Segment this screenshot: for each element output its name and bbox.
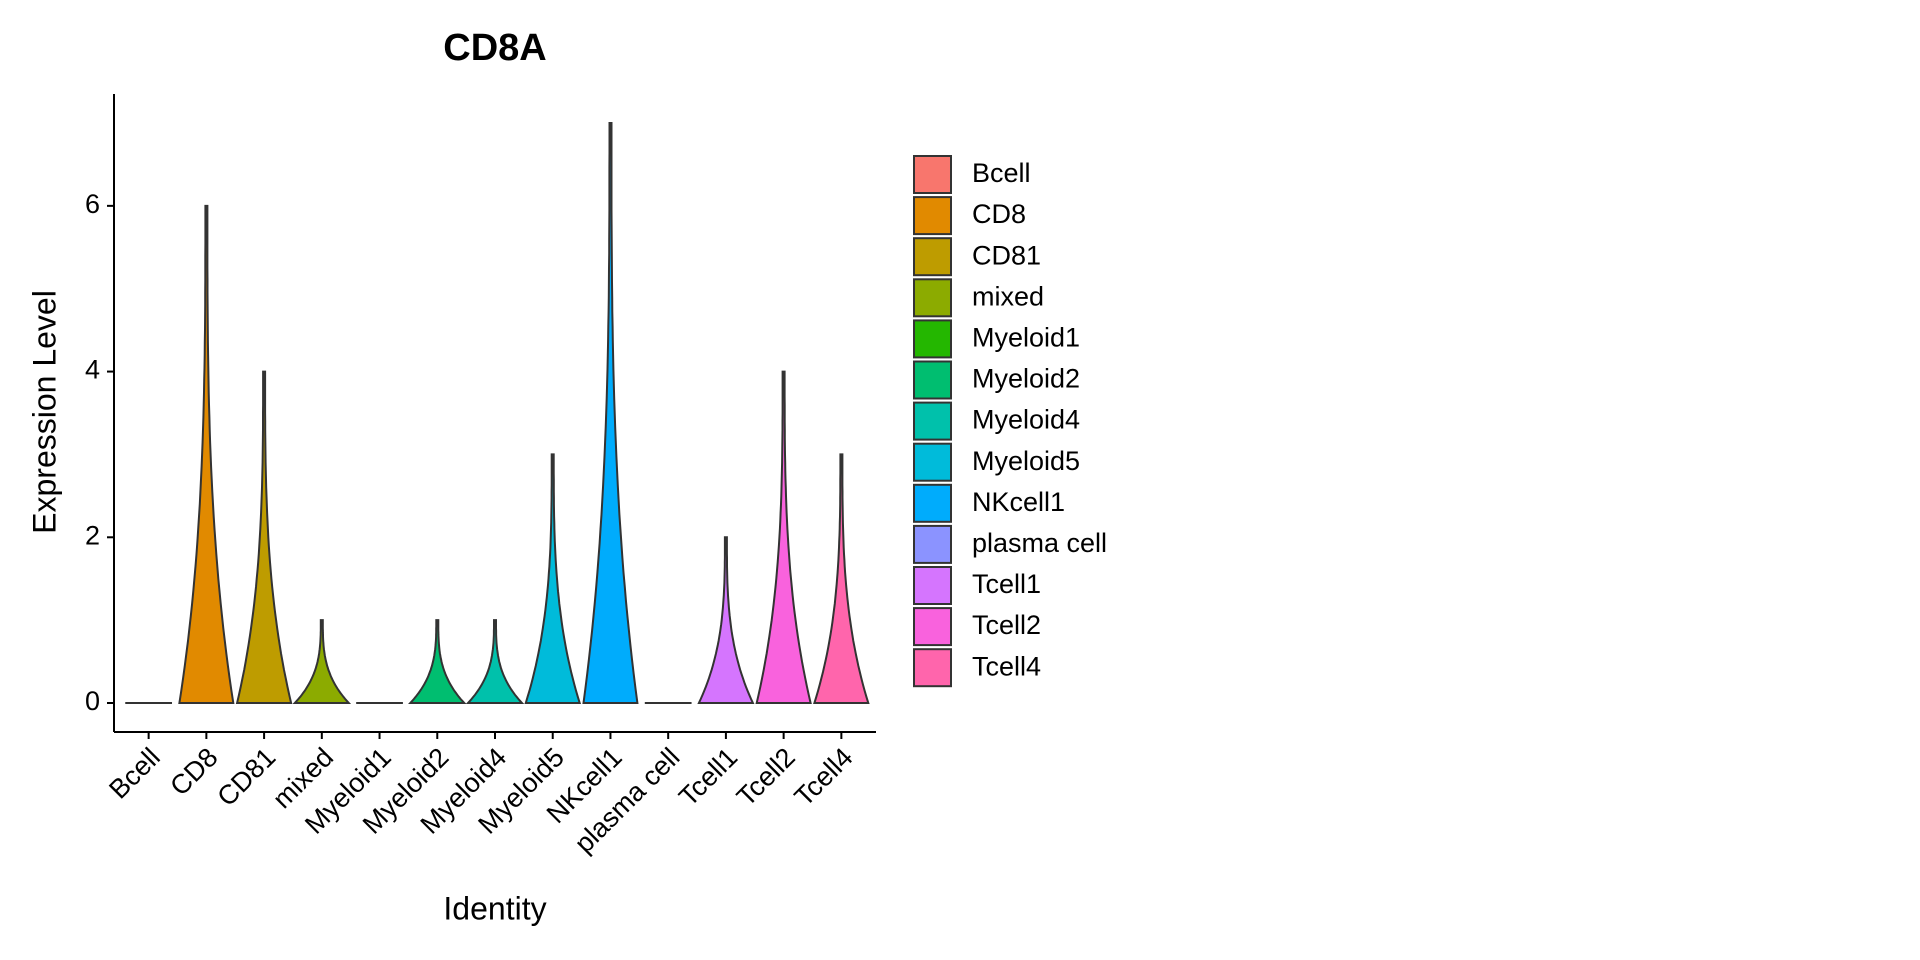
legend-label: Tcell2 (972, 610, 1041, 640)
legend-key (913, 607, 952, 647)
violin (465, 619, 525, 704)
x-tick-label: Tcell4 (789, 742, 859, 812)
legend-label: CD81 (972, 240, 1041, 270)
x-tick-label: Tcell2 (731, 742, 801, 812)
y-tick-label: 2 (85, 520, 100, 550)
y-tick-label: 0 (85, 686, 100, 716)
legend-label: mixed (972, 281, 1044, 311)
legend-key (913, 442, 952, 482)
y-tick-label: 6 (85, 189, 100, 219)
legend-label: Bcell (972, 158, 1031, 188)
violin (813, 453, 870, 704)
legend-key (913, 319, 952, 359)
x-tick-label: Bcell (103, 742, 166, 805)
legend-key (913, 360, 952, 400)
violin (408, 619, 467, 704)
legend-key (913, 155, 952, 194)
legend-key (913, 566, 952, 605)
legend-label: Myeloid5 (972, 446, 1080, 476)
legend-label: Myeloid1 (972, 323, 1080, 353)
y-tick-label: 4 (85, 355, 100, 385)
legend-label: Tcell1 (972, 569, 1041, 599)
legend-key (913, 237, 952, 277)
legend-key (913, 196, 952, 236)
violin (755, 370, 812, 704)
legend-label: Myeloid4 (972, 405, 1080, 435)
legend-key (913, 524, 952, 564)
chart-title: CD8A (443, 27, 546, 69)
legend-label: plasma cell (972, 528, 1107, 558)
x-tick-label: Tcell1 (673, 742, 743, 812)
legend-label: Myeloid2 (972, 364, 1080, 394)
legend-key (913, 648, 952, 688)
x-axis-label: Identity (443, 890, 546, 926)
violin (524, 453, 582, 704)
x-tick-label: CD81 (211, 742, 281, 812)
violin (178, 204, 235, 704)
violin (235, 370, 293, 704)
legend-key (913, 401, 952, 441)
legend-key (913, 483, 952, 523)
legend-label: CD8 (972, 199, 1026, 229)
violin (697, 536, 755, 704)
y-axis-label: Expression Level (26, 290, 62, 534)
legend-key (913, 278, 952, 318)
legend-label: Tcell4 (972, 651, 1041, 681)
violin (582, 122, 639, 704)
legend-label: NKcell1 (972, 487, 1065, 517)
violin (292, 619, 352, 704)
